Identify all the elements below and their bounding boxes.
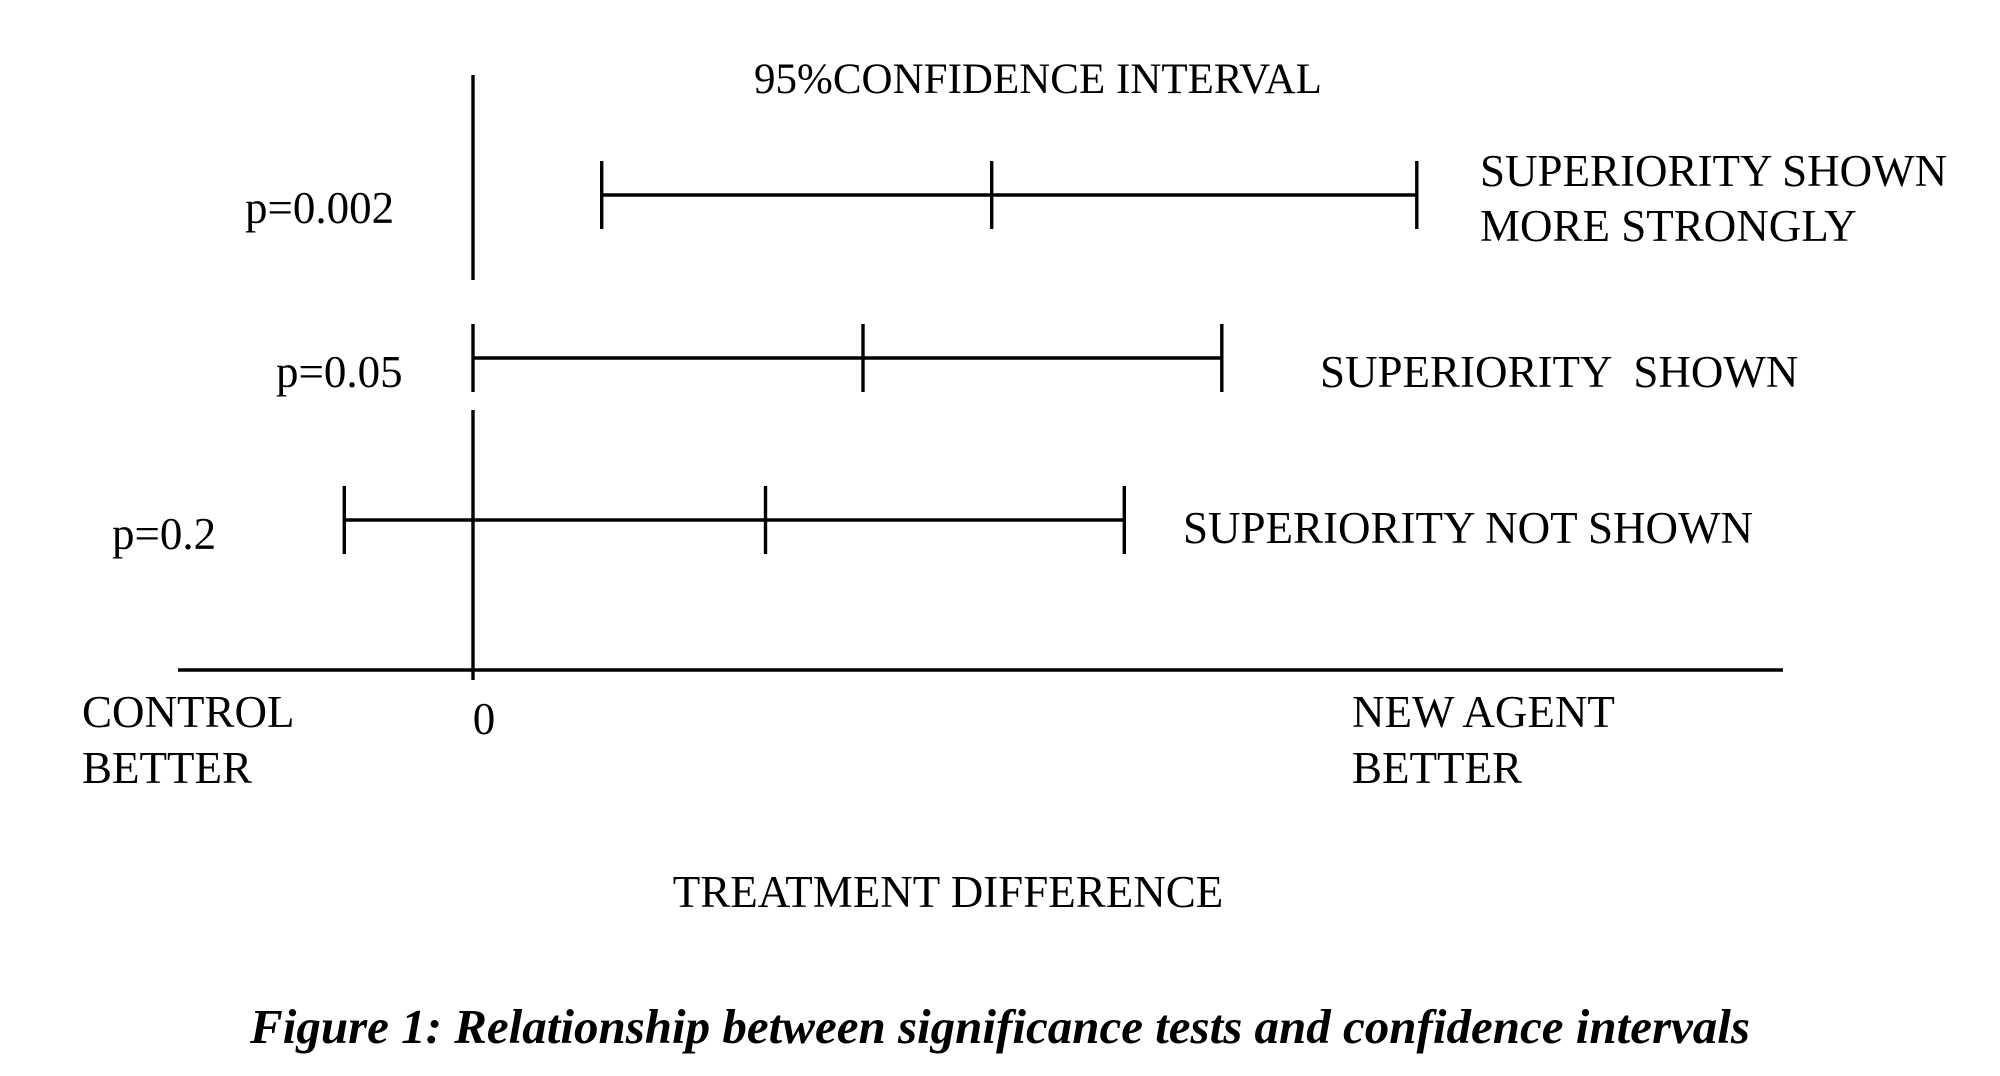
figure-caption: Figure 1: Relationship between significa…: [249, 999, 1750, 1054]
axis-title: TREATMENT DIFFERENCE: [673, 867, 1223, 917]
interval-row-3: p=0.2 SUPERIORITY NOT SHOWN: [112, 486, 1753, 559]
diagram-header: 95%CONFIDENCE INTERVAL: [754, 56, 1322, 103]
conclusion-label-line2: MORE STRONGLY: [1480, 201, 1857, 251]
conclusion-label-line1: SUPERIORITY NOT SHOWN: [1183, 503, 1753, 553]
new-agent-better-label-line2: BETTER: [1352, 743, 1522, 793]
control-better-label-line1: CONTROL: [82, 687, 295, 737]
interval-row-2: p=0.05 SUPERIORITY SHOWN: [276, 324, 1798, 397]
p-value-label: p=0.002: [245, 183, 394, 233]
conclusion-label-line1: SUPERIORITY SHOWN: [1480, 146, 1947, 196]
control-better-label-line2: BETTER: [82, 743, 252, 793]
p-value-label: p=0.05: [276, 347, 403, 397]
axis-zero-label: 0: [473, 694, 496, 744]
interval-row-1: p=0.002 SUPERIORITY SHOWN MORE STRONGLY: [245, 146, 1947, 251]
p-value-label: p=0.2: [112, 509, 216, 559]
conclusion-label-line1: SUPERIORITY SHOWN: [1320, 347, 1798, 397]
new-agent-better-label-line1: NEW AGENT: [1352, 687, 1615, 737]
